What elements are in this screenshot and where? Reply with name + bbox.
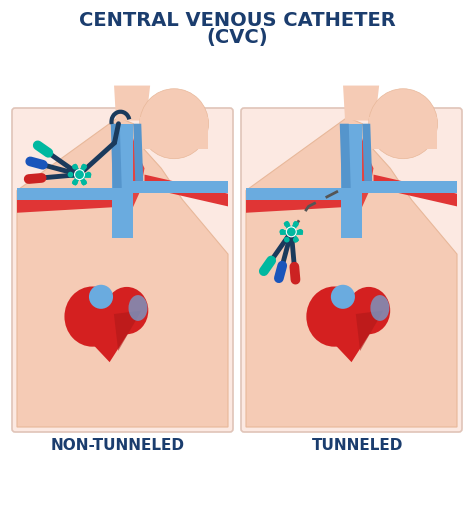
Ellipse shape bbox=[128, 295, 147, 321]
Text: TUNNELED: TUNNELED bbox=[312, 438, 404, 453]
Ellipse shape bbox=[64, 286, 120, 347]
Polygon shape bbox=[356, 311, 383, 351]
Polygon shape bbox=[343, 86, 379, 121]
Ellipse shape bbox=[369, 89, 438, 159]
Circle shape bbox=[74, 170, 84, 179]
Circle shape bbox=[68, 172, 73, 177]
Polygon shape bbox=[67, 312, 141, 362]
Polygon shape bbox=[133, 124, 143, 181]
Polygon shape bbox=[128, 136, 145, 232]
Circle shape bbox=[284, 221, 290, 227]
Circle shape bbox=[72, 179, 78, 185]
Text: CENTRAL VENOUS CATHETER: CENTRAL VENOUS CATHETER bbox=[79, 11, 395, 29]
Polygon shape bbox=[133, 181, 228, 193]
Circle shape bbox=[86, 172, 91, 177]
Polygon shape bbox=[374, 174, 457, 206]
Polygon shape bbox=[340, 124, 351, 188]
Ellipse shape bbox=[306, 286, 362, 347]
Polygon shape bbox=[140, 117, 209, 149]
FancyBboxPatch shape bbox=[12, 108, 233, 432]
Circle shape bbox=[284, 237, 290, 242]
Circle shape bbox=[81, 164, 87, 170]
Circle shape bbox=[279, 229, 285, 235]
Ellipse shape bbox=[370, 295, 389, 321]
Circle shape bbox=[81, 179, 87, 185]
FancyBboxPatch shape bbox=[241, 108, 462, 432]
Polygon shape bbox=[17, 188, 112, 200]
Polygon shape bbox=[246, 192, 356, 213]
Circle shape bbox=[293, 221, 299, 227]
Polygon shape bbox=[362, 124, 372, 181]
Circle shape bbox=[293, 237, 299, 242]
Polygon shape bbox=[246, 188, 341, 200]
Polygon shape bbox=[111, 124, 122, 188]
Polygon shape bbox=[246, 117, 457, 427]
Polygon shape bbox=[17, 117, 228, 427]
Polygon shape bbox=[114, 86, 150, 121]
Ellipse shape bbox=[105, 287, 148, 334]
Polygon shape bbox=[145, 174, 228, 206]
Polygon shape bbox=[112, 124, 133, 238]
Polygon shape bbox=[369, 117, 438, 149]
Ellipse shape bbox=[347, 287, 390, 334]
Polygon shape bbox=[362, 181, 457, 193]
Polygon shape bbox=[114, 311, 141, 351]
Circle shape bbox=[286, 227, 296, 237]
Circle shape bbox=[297, 229, 303, 235]
Polygon shape bbox=[356, 136, 374, 232]
Ellipse shape bbox=[331, 285, 355, 309]
Text: (CVC): (CVC) bbox=[206, 27, 268, 47]
Ellipse shape bbox=[89, 285, 113, 309]
Text: NON-TUNNELED: NON-TUNNELED bbox=[51, 438, 185, 453]
Polygon shape bbox=[341, 124, 362, 238]
Ellipse shape bbox=[140, 89, 209, 159]
Circle shape bbox=[72, 164, 78, 170]
Polygon shape bbox=[17, 192, 128, 213]
Polygon shape bbox=[309, 312, 383, 362]
